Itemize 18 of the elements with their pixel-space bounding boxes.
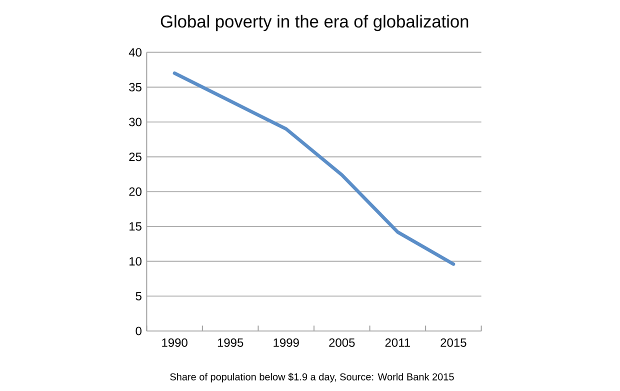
y-tick-label: 15 xyxy=(130,222,142,231)
x-tick-label: 2015 xyxy=(440,338,466,347)
x-tick-label: 1990 xyxy=(162,338,188,347)
y-tick-label: 5 xyxy=(136,292,142,300)
text: Share of population below $1.9 a day, Source: World Bank 2015 xyxy=(170,372,454,382)
y-tick-label: 25 xyxy=(129,152,142,162)
x-tick-label: 2005 xyxy=(329,338,355,347)
y-tick-label: 30 xyxy=(129,118,142,126)
x-tick-label: 2011 xyxy=(385,338,410,347)
y-tick-label: 20 xyxy=(129,187,142,196)
x-tick-label: 1999 xyxy=(274,338,299,347)
y-tick-label: 0 xyxy=(136,326,142,336)
chart-title: Global poverty in the era of globalization xyxy=(160,14,468,32)
line-series xyxy=(172,71,456,266)
y-tick-label: 35 xyxy=(129,82,142,92)
x-tick-label: 1995 xyxy=(218,338,244,347)
y-tick-label: 40 xyxy=(128,48,142,57)
y-tick-label: 10 xyxy=(130,257,142,266)
